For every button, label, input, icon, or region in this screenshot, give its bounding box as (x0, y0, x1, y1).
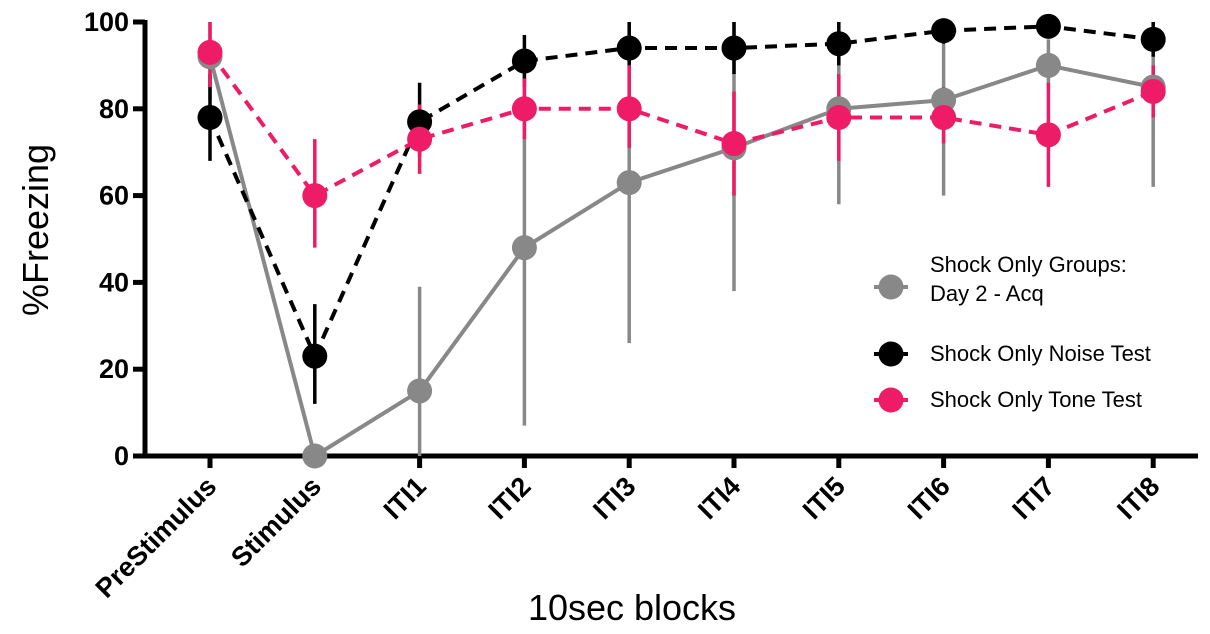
legend-marker (878, 274, 904, 300)
data-point (721, 35, 747, 61)
data-point (407, 378, 433, 404)
legend-label: Shock Only Tone Test (930, 387, 1142, 412)
data-point (511, 96, 537, 122)
series-1-points (197, 13, 1166, 369)
data-point (197, 39, 223, 65)
data-point (616, 96, 642, 122)
y-tick-label: 80 (99, 94, 129, 124)
data-point (407, 109, 433, 135)
y-tick-label: 60 (99, 181, 129, 211)
data-point (511, 48, 537, 74)
data-point (302, 183, 328, 209)
legend-item: Shock Only Groups: Day 2 - Acq (874, 252, 1127, 306)
legend-marker (878, 341, 904, 367)
y-tick-label: 20 (99, 354, 129, 384)
data-point (1140, 26, 1166, 52)
legend-label: Day 2 - Acq (930, 281, 1044, 306)
data-points (197, 13, 1166, 469)
x-axis-label: 10sec blocks (528, 587, 736, 628)
x-tick-label: Stimulus (225, 471, 327, 573)
legend-item: Shock Only Tone Test (874, 387, 1142, 413)
series-line (208, 51, 1154, 199)
x-tick-label: ITI6 (902, 471, 956, 525)
data-point (1035, 13, 1061, 39)
data-point (1035, 122, 1061, 148)
x-tick-label: ITI8 (1111, 471, 1165, 525)
series-2-points (197, 39, 1166, 209)
x-tick-label: ITI5 (797, 471, 851, 525)
data-point (826, 31, 852, 57)
x-tick-label: ITI7 (1007, 471, 1061, 525)
y-tick-label: 100 (84, 7, 129, 37)
y-tick-label: 40 (99, 267, 129, 297)
data-point (1140, 78, 1166, 104)
series-line (208, 24, 1154, 362)
legend-label: Shock Only Groups: (930, 252, 1127, 277)
legend-label: Shock Only Noise Test (930, 341, 1151, 366)
data-point (197, 104, 223, 130)
data-point (1035, 52, 1061, 78)
legend-item: Shock Only Noise Test (874, 341, 1151, 367)
data-point (302, 343, 328, 369)
data-point (511, 235, 537, 261)
data-point (931, 87, 957, 113)
series-2-errorbars (208, 22, 1155, 248)
x-tick-label: ITI2 (483, 471, 537, 525)
data-point (931, 18, 957, 44)
y-axis-label: %Freezing (15, 144, 56, 316)
data-point (826, 104, 852, 130)
x-tick-label: PreStimulus (90, 471, 223, 604)
legend-marker (878, 387, 904, 413)
data-point (931, 104, 957, 130)
data-point (407, 126, 433, 152)
x-tick-label: ITI4 (692, 471, 746, 525)
x-tick-label: ITI3 (587, 471, 641, 525)
data-point (721, 131, 747, 157)
series-line (208, 56, 1154, 460)
data-point (616, 170, 642, 196)
y-tick-label: 0 (114, 441, 129, 471)
series-lines (208, 24, 1154, 460)
data-point (616, 35, 642, 61)
data-point (302, 443, 328, 469)
x-tick-label: ITI1 (378, 471, 432, 525)
